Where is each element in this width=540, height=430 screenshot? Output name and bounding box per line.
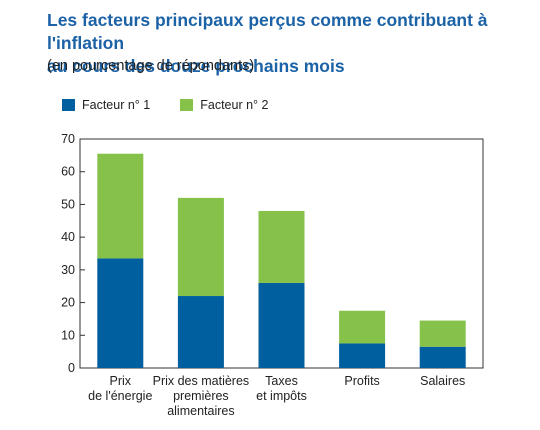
- chart-subtitle: (en pourcentage de répondants): [47, 58, 255, 74]
- bar-series-2-cat-1: [97, 153, 144, 259]
- legend-swatch-series-1: [62, 99, 75, 111]
- x-category-label-line: Salaires: [420, 374, 465, 388]
- bar-series-2-cat-2: [177, 197, 224, 297]
- y-tick-label: 60: [61, 165, 75, 179]
- bar-series-2-cat-3: [258, 210, 305, 283]
- y-tick-label: 40: [61, 230, 75, 244]
- y-tick-label: 20: [61, 296, 75, 310]
- x-category-label: Taxes et impôts: [256, 374, 307, 403]
- x-category-label: Prix des matières premières alimentaires: [153, 374, 250, 418]
- x-category-label-line: Prix: [110, 374, 132, 388]
- bar-series-2-cat-5: [419, 320, 466, 347]
- x-category-label-line: Taxes: [265, 374, 298, 388]
- chart-title-line-2: au cours des douze prochains mois: [47, 56, 345, 76]
- bars: [97, 153, 466, 368]
- x-category-label: Prix de l'énergie: [88, 374, 152, 403]
- bar-series-1-cat-3: [258, 282, 305, 368]
- y-tick-label: 70: [61, 132, 75, 146]
- chart-title-line-1: Les facteurs principaux perçus comme con…: [47, 10, 488, 53]
- x-category-label: Salaires: [420, 374, 465, 388]
- bar-series-1-cat-4: [339, 343, 386, 368]
- legend-label-series-1: Facteur n° 1: [82, 98, 151, 112]
- legend-item-series-1: Facteur n° 1: [62, 98, 150, 112]
- y-tick-label: 30: [61, 263, 75, 277]
- x-category-label-line: alimentaires: [167, 404, 234, 418]
- y-tick-label: 50: [61, 197, 75, 211]
- bar-series-1-cat-2: [177, 296, 224, 368]
- x-category-label-line: et impôts: [256, 389, 307, 403]
- y-tick-label: 0: [68, 361, 75, 375]
- x-category-label: Profits: [344, 374, 379, 388]
- legend-label-series-2: Facteur n° 2: [200, 98, 269, 112]
- x-category-label-line: Profits: [344, 374, 379, 388]
- x-category-label-line: de l'énergie: [88, 389, 152, 403]
- legend: Facteur n° 1 Facteur n° 2: [62, 98, 298, 112]
- x-category-label-line: Prix des matières: [153, 374, 250, 388]
- x-category-label-line: premières: [173, 389, 229, 403]
- bar-series-2-cat-4: [339, 310, 386, 344]
- bar-series-1-cat-1: [97, 258, 144, 368]
- bar-series-1-cat-5: [419, 346, 466, 368]
- y-axis: 0 10 20 30 40 50 60 70: [61, 132, 85, 375]
- legend-item-series-2: Facteur n° 2: [180, 98, 268, 112]
- legend-swatch-series-2: [180, 99, 194, 111]
- chart-title: Les facteurs principaux perçus comme con…: [47, 9, 527, 78]
- y-tick-label: 10: [61, 328, 75, 342]
